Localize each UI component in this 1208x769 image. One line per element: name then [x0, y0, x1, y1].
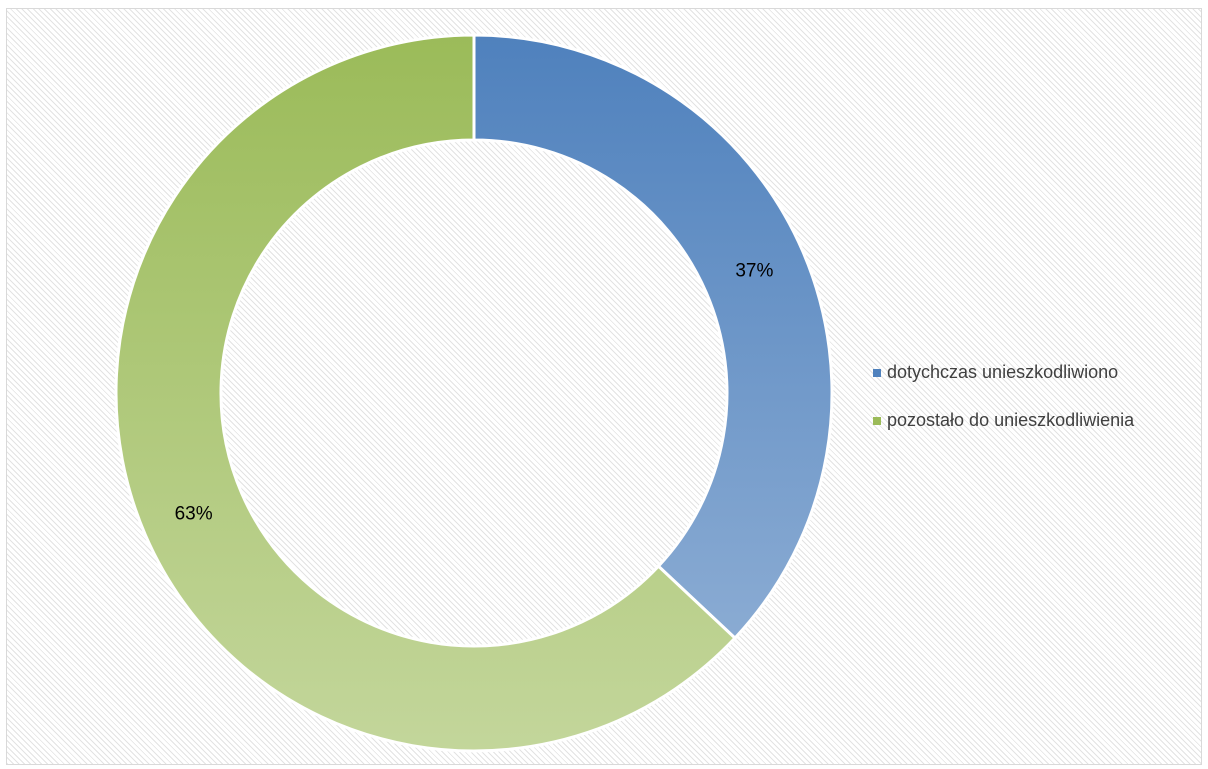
donut-chart: 37% 63%: [114, 33, 834, 753]
legend-swatch-completed: [873, 368, 881, 377]
legend-swatch-remaining: [873, 416, 881, 425]
legend: dotychczas unieszkodliwiono pozostało do…: [873, 359, 1134, 455]
legend-item-completed: dotychczas unieszkodliwiono: [873, 359, 1134, 386]
legend-label-remaining: pozostało do unieszkodliwienia: [887, 410, 1135, 430]
donut-slice-remaining: [114, 33, 738, 753]
data-label-completed: 37%: [735, 261, 773, 282]
legend-item-remaining: pozostało do unieszkodliwienia: [873, 407, 1134, 434]
data-label-remaining: 63%: [175, 503, 213, 524]
donut-slice-completed: [472, 33, 834, 641]
chart-area: 37% 63% dotychczas unieszkodliwiono pozos…: [6, 8, 1202, 765]
legend-label-completed: dotychczas unieszkodliwiono: [887, 362, 1119, 382]
